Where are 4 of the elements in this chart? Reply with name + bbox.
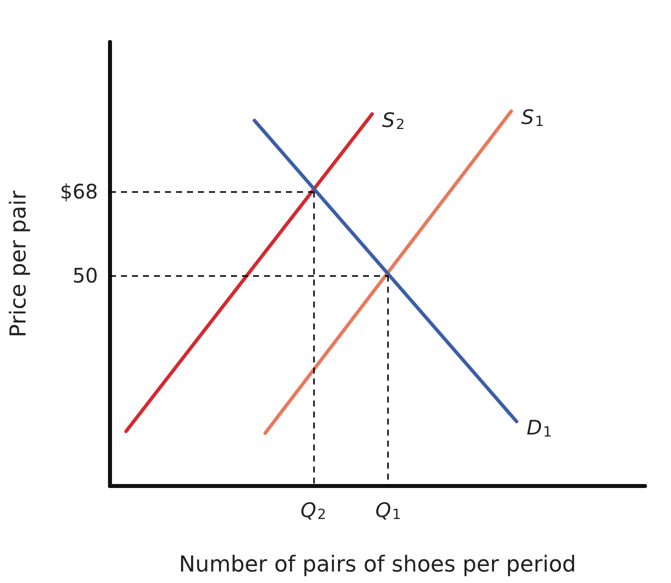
y-tick-label: $68 (60, 180, 98, 204)
y-axis-title: Price per pair (6, 190, 32, 338)
y-tick-label: 50 (72, 264, 98, 288)
x-axis-title: Number of pairs of shoes per period (178, 552, 576, 578)
